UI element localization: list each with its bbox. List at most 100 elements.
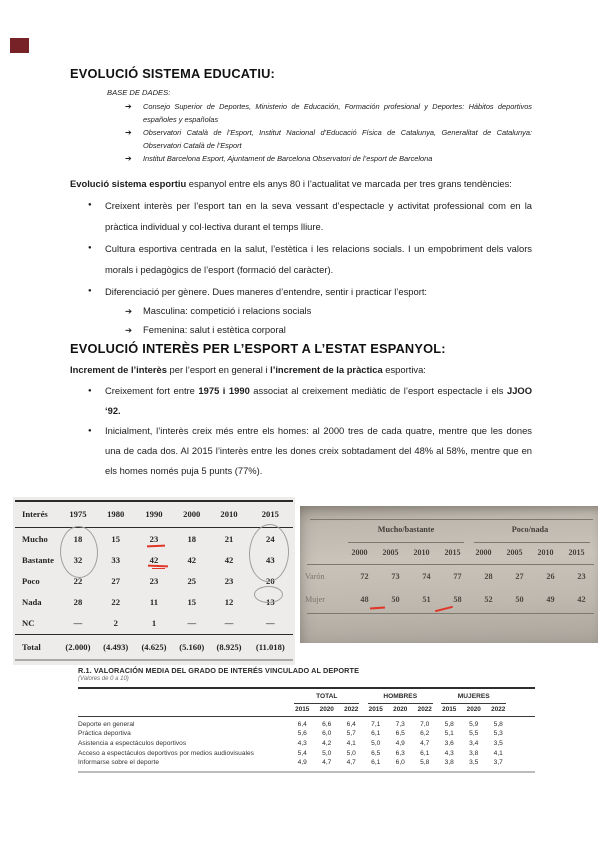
table-cell: 22 xyxy=(111,597,120,608)
table-rule xyxy=(307,564,594,565)
r1-year-header-row: 2015 2020 2022 2015 2020 2022 2015 2020 2022 xyxy=(78,706,535,713)
table-cell: 6,4 xyxy=(297,720,307,728)
source-item: ➔ Observatori Català de l’Esport, Instit… xyxy=(125,126,532,152)
table-cell: 74 xyxy=(422,572,431,581)
table-cell: 5,0 xyxy=(322,749,332,757)
base-dades-label: BASE DE DADES: xyxy=(107,88,171,97)
table-cell: 15 xyxy=(111,533,120,544)
table-cell: 33 xyxy=(111,554,120,565)
bullet-icon: ● xyxy=(88,427,92,434)
r1-data-row: Asistencia a espectáculos deportivos 4,3… xyxy=(78,739,535,749)
table-cell: 6,6 xyxy=(322,720,332,728)
table-cell: (2.000) xyxy=(59,633,97,661)
sub-item-text: Masculina: competició i relacions social… xyxy=(143,305,312,316)
year-header: 2020 xyxy=(393,705,408,713)
table-cell: 22 xyxy=(73,575,83,586)
table-cell: — xyxy=(73,618,83,629)
table-cell: 3,4 xyxy=(469,739,479,747)
table-cell: 42 xyxy=(224,554,234,565)
year-header: 2020 xyxy=(466,705,481,713)
table-cell: 7,0 xyxy=(420,720,430,728)
row-label: Informarse sobre el deporte xyxy=(78,759,159,767)
table-total-row: Total (2.000) (4.493) (4.625) (5.160) (8.925)… xyxy=(15,633,293,661)
table-cell: 5,6 xyxy=(297,730,307,738)
table-rule xyxy=(307,613,594,614)
year-header: 2000 xyxy=(351,548,368,557)
table-cell: Total xyxy=(15,633,60,661)
table-cell: 18 xyxy=(187,533,197,544)
table-cell: 11 xyxy=(149,597,159,608)
year-header: 2005 xyxy=(506,548,523,557)
photo-year-header-row: 2000 2005 2010 2015 2000 2005 2010 2015 xyxy=(344,548,592,557)
table-cell: 6,5 xyxy=(371,749,381,757)
year-header: 2000 xyxy=(475,548,492,557)
table-cell: 48 xyxy=(360,595,369,604)
table-cell: 6,3 xyxy=(395,749,405,757)
table-cell: 28 xyxy=(73,597,83,608)
table-header-cell: 2010 xyxy=(210,500,248,528)
table-cell: 26 xyxy=(546,572,555,581)
intro-bold-text: Evolució sistema esportiu xyxy=(70,178,187,189)
row-label: Mujer xyxy=(305,595,326,604)
table-cell: 77 xyxy=(453,572,462,581)
table-rule xyxy=(474,542,590,543)
table-cell: 50 xyxy=(391,595,400,604)
table-rule xyxy=(78,770,535,774)
table-cell: 7,3 xyxy=(395,720,405,728)
table-cell: 18 xyxy=(73,533,83,544)
bullet-text: Creixent interès per l’esport tan en la … xyxy=(105,199,532,233)
table-cell: 6,1 xyxy=(420,749,430,757)
table-cell: 25 xyxy=(187,575,197,586)
bullet-text: Diferenciació per gènere. Dues maneres d… xyxy=(105,285,428,297)
row-values: 5,4 5,0 5,0 6,5 6,3 6,1 4,3 3,8 4,1 xyxy=(290,749,511,759)
bullet-item: ● Creixent interès per l’esport tan en l… xyxy=(88,195,532,238)
genere-sub-list: ➔ Masculina: competició i relacions soci… xyxy=(125,302,532,339)
table-cell: (4.625) xyxy=(134,633,174,661)
row-label: Práctica deportiva xyxy=(78,730,131,738)
interes-bullet-list: ● Creixement fort entre 1975 i 1990 asso… xyxy=(88,381,532,481)
table-cell: 73 xyxy=(391,572,400,581)
bullet-text-part: associat al creixement mediàtic de l’esp… xyxy=(249,384,507,396)
table-cell: 58 xyxy=(453,595,462,604)
year-header: 2022 xyxy=(491,705,506,713)
intro-bold-text: l’increment de la pràctica xyxy=(270,364,383,375)
table-cell: 23 xyxy=(224,575,234,586)
year-header: 2015 xyxy=(442,705,457,713)
table-cell: 7,1 xyxy=(371,720,381,728)
table-cell: 5,0 xyxy=(346,749,356,757)
row-values: 72 73 74 77 28 27 26 23 xyxy=(349,572,597,581)
gender-interest-photo-table: Mucho/bastante Poco/nada 2000 2005 2010 201… xyxy=(300,506,598,643)
table-cell: 21 xyxy=(224,533,234,544)
group-header: Poco/nada xyxy=(511,525,549,534)
table-cell: 43 xyxy=(266,554,275,565)
table-cell: Mucho xyxy=(22,533,48,544)
table-row: Poco 22 27 23 25 23 20 xyxy=(15,570,293,591)
corner-logo-mark xyxy=(10,38,29,53)
row-values: 6,4 6,6 6,4 7,1 7,3 7,0 5,8 5,9 5,8 xyxy=(290,720,511,730)
arrow-icon: ➔ xyxy=(125,102,132,111)
group-header: MUJERES xyxy=(457,692,490,700)
table-header-cell: 2000 xyxy=(173,500,211,528)
bullet-bold-part: JJOO ‘92. xyxy=(105,384,532,416)
bullet-icon: ● xyxy=(88,287,92,294)
year-header: 2020 xyxy=(319,705,334,713)
table-header-row: Interés 1975 1980 1990 2000 2010 2015 xyxy=(15,500,293,528)
row-values: 4,3 4,2 4,1 5,0 4,9 4,7 3,6 3,4 3,5 xyxy=(290,739,511,749)
source-list: ➔ Consejo Superior de Deportes, Minister… xyxy=(125,100,532,165)
year-header: 2015 xyxy=(568,548,585,557)
year-header: 2022 xyxy=(344,705,359,713)
row-values: 4,9 4,7 4,7 6,1 6,0 5,8 3,8 3,5 3,7 xyxy=(290,758,511,768)
photo-table-row: Varón 72 73 74 77 28 27 26 23 xyxy=(300,572,598,581)
row-values: 48 50 51 58 52 50 49 42 xyxy=(349,595,597,604)
table-cell: 4,9 xyxy=(395,739,405,747)
table-header-cell: Interés xyxy=(15,500,60,528)
table-cell: 3,7 xyxy=(493,759,503,767)
table-cell: 6,1 xyxy=(371,759,381,767)
arrow-icon: ➔ xyxy=(125,154,132,163)
bullet-icon: ● xyxy=(88,387,92,394)
table-cell: 23 xyxy=(149,533,159,544)
table-cell: 49 xyxy=(546,595,555,604)
year-header: 2005 xyxy=(382,548,399,557)
bullet-text: Inicialment, l’interès creix més entre e… xyxy=(105,424,532,476)
table-cell: 4,2 xyxy=(322,739,332,747)
